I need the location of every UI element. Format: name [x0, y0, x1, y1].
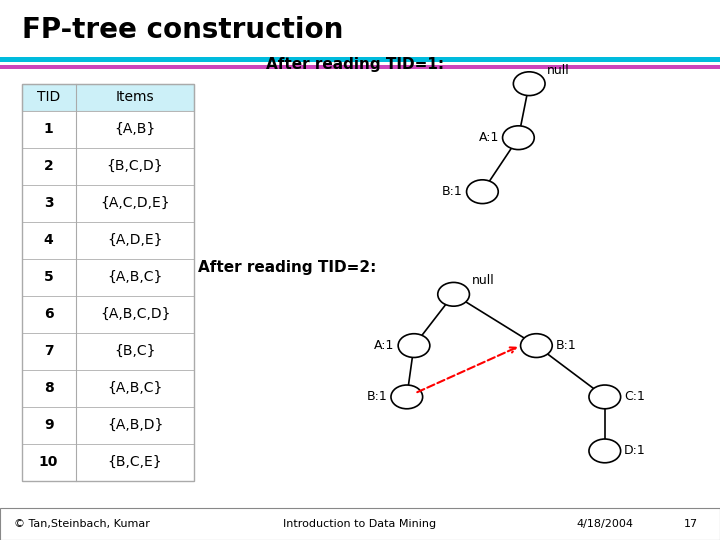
Text: 3: 3 — [44, 196, 53, 210]
Bar — [22, 370, 194, 407]
Bar — [22, 84, 194, 481]
Text: {A,D,E}: {A,D,E} — [107, 233, 163, 247]
Text: B:1: B:1 — [556, 339, 577, 352]
Text: 9: 9 — [44, 418, 53, 432]
Text: null: null — [547, 64, 570, 77]
Circle shape — [438, 282, 469, 306]
Bar — [22, 221, 194, 259]
Bar — [22, 148, 194, 185]
Text: A:1: A:1 — [479, 131, 499, 144]
Text: {A,B,D}: {A,B,D} — [107, 418, 163, 432]
Text: 2: 2 — [44, 159, 53, 173]
Bar — [0, 65, 720, 69]
Text: {A,B,C}: {A,B,C} — [107, 270, 163, 284]
Text: {A,C,D,E}: {A,C,D,E} — [100, 196, 170, 210]
Circle shape — [391, 385, 423, 409]
Text: 8: 8 — [44, 381, 53, 395]
Text: After reading TID=2:: After reading TID=2: — [198, 260, 377, 275]
Text: © Tan,Steinbach, Kumar: © Tan,Steinbach, Kumar — [14, 519, 150, 529]
Text: After reading TID=1:: After reading TID=1: — [266, 57, 444, 72]
Text: D:1: D:1 — [624, 444, 646, 457]
Text: {A,B,C}: {A,B,C} — [107, 381, 163, 395]
Circle shape — [467, 180, 498, 204]
Text: 4: 4 — [44, 233, 53, 247]
Bar — [22, 84, 194, 111]
Text: {A,B,C,D}: {A,B,C,D} — [100, 307, 170, 321]
Text: {B,C,D}: {B,C,D} — [107, 159, 163, 173]
Bar — [0, 508, 720, 540]
Circle shape — [589, 439, 621, 463]
Text: 7: 7 — [44, 344, 53, 358]
Text: C:1: C:1 — [624, 390, 645, 403]
Text: FP-tree construction: FP-tree construction — [22, 16, 343, 44]
Text: Introduction to Data Mining: Introduction to Data Mining — [284, 519, 436, 529]
Text: TID: TID — [37, 90, 60, 104]
Circle shape — [521, 334, 552, 357]
Text: B:1: B:1 — [366, 390, 387, 403]
Bar — [22, 333, 194, 370]
Bar — [22, 296, 194, 333]
Bar — [22, 185, 194, 222]
Text: 4/18/2004: 4/18/2004 — [576, 519, 633, 529]
Text: null: null — [472, 274, 495, 287]
Text: 17: 17 — [684, 519, 698, 529]
Text: {A,B}: {A,B} — [114, 122, 156, 136]
Circle shape — [398, 334, 430, 357]
Text: B:1: B:1 — [442, 185, 463, 198]
Circle shape — [503, 126, 534, 150]
Text: 5: 5 — [44, 270, 53, 284]
Text: {B,C}: {B,C} — [114, 344, 156, 358]
Text: 1: 1 — [44, 122, 53, 136]
Circle shape — [513, 72, 545, 96]
Bar — [22, 259, 194, 296]
Text: {B,C,E}: {B,C,E} — [108, 455, 162, 469]
Text: A:1: A:1 — [374, 339, 395, 352]
Text: 10: 10 — [39, 455, 58, 469]
Bar — [22, 111, 194, 148]
Bar — [0, 57, 720, 62]
Bar — [22, 407, 194, 444]
Bar — [22, 444, 194, 481]
Circle shape — [589, 385, 621, 409]
Text: Items: Items — [116, 90, 154, 104]
Text: 6: 6 — [44, 307, 53, 321]
